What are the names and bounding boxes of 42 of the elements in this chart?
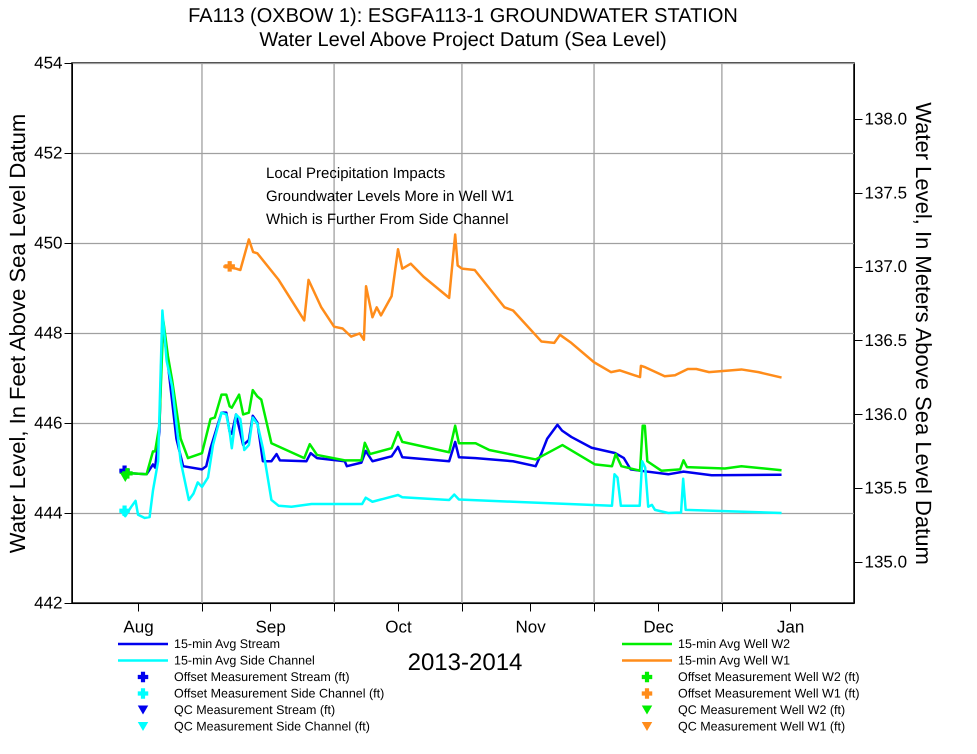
y-tick-label: 446 <box>34 414 62 432</box>
legend-label: 15-min Avg Well W2 <box>678 637 790 651</box>
legend-label: 15-min Avg Stream <box>174 637 280 651</box>
y-tick-label: 454 <box>34 54 62 72</box>
point <box>224 261 235 272</box>
legend-label: QC Measurement Well W2 (ft) <box>678 703 846 717</box>
point <box>119 506 130 516</box>
y-tick-label: 444 <box>34 504 62 522</box>
y-axis-title: Water Level, In Feet Above Sea Level Datum <box>5 114 30 554</box>
legend-label: Offset Measurement Well W2 (ft) <box>678 670 860 684</box>
x-tick-label: Sep <box>256 618 286 636</box>
annotation: Local Precipitation Impacts Groundwater Levels More in Well W1 Which is Further From Side Channel <box>266 165 514 228</box>
y2-tick-label: 135.5 <box>864 478 908 498</box>
y-tick-label: 452 <box>34 144 62 162</box>
y2-tick-label: 136.0 <box>864 404 908 424</box>
legend-label: 15-min Avg Well W1 <box>678 654 790 668</box>
legend-label: Offset Measurement Side Channel (ft) <box>174 686 384 700</box>
y2-tick-label: 137.5 <box>864 183 908 202</box>
y2-tick-label: 138.0 <box>864 109 908 128</box>
x-tick-label: Aug <box>123 618 154 636</box>
x-tick-label: Nov <box>516 618 546 636</box>
y2-tick-label: 137.0 <box>864 257 908 276</box>
y2-tick-label: 135.0 <box>864 552 908 572</box>
y2-axis-title: Water Level, In Meters Above Sea Level Datum <box>911 102 936 565</box>
line-series <box>222 233 783 379</box>
chart-subtitle: Water Level Above Project Datum (Sea Level) <box>259 29 667 51</box>
y-tick-label: 442 <box>34 594 62 612</box>
chart-title: FA113 (OXBOW 1): ESGFA113-1 GROUNDWATER STATION <box>188 5 738 27</box>
y-tick-label: 448 <box>34 324 62 342</box>
line-series <box>120 309 783 520</box>
legend-label: Offset Measurement Well W1 (ft) <box>678 686 860 700</box>
legend-label: QC Measurement Side Channel (ft) <box>174 720 370 734</box>
x-tick-label: Dec <box>643 618 674 636</box>
y-tick-label: 450 <box>34 234 62 252</box>
x-axis-title: 2013-2014 <box>408 649 522 676</box>
legend-label: QC Measurement Stream (ft) <box>174 703 336 717</box>
legend-label: Offset Measurement Stream (ft) <box>174 670 350 684</box>
y2-tick-label: 136.5 <box>864 330 908 350</box>
legend-label: QC Measurement Well W1 (ft) <box>678 720 846 734</box>
x-tick-label: Oct <box>385 618 412 636</box>
x-tick-label: Jan <box>776 618 804 636</box>
legend-label: 15-min Avg Side Channel <box>174 654 315 668</box>
